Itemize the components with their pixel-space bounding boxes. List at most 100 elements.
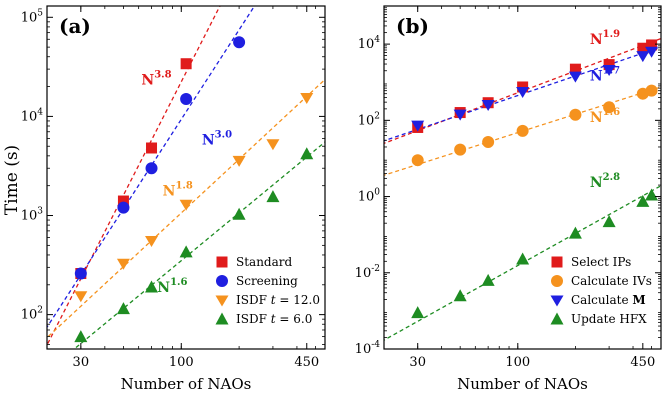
data-point xyxy=(179,245,193,258)
data-point xyxy=(116,258,130,270)
data-point xyxy=(74,291,88,303)
y-tick-label: 10-4 xyxy=(355,340,381,357)
panel-a: 30 100 450 102 103 104 105 Number of NAOs (a) N3.… xyxy=(21,5,326,393)
y-tick-label: 10-2 xyxy=(355,264,380,281)
legend-marker xyxy=(551,275,563,287)
legend-entry: Calculate IVs xyxy=(551,274,652,288)
x-tick-label: 100 xyxy=(169,355,194,370)
panel-label: (b) xyxy=(396,14,429,38)
y-tick-label: 103 xyxy=(21,207,44,224)
legend-label: Screening xyxy=(236,274,298,288)
data-point xyxy=(645,46,659,58)
data-point xyxy=(117,195,129,207)
y-tick-label: 104 xyxy=(358,35,381,52)
data-point xyxy=(180,92,193,105)
x-axis-label: Number of NAOs xyxy=(121,375,252,393)
y-tick-label: 105 xyxy=(21,8,44,25)
legend-marker xyxy=(216,275,228,287)
data-point xyxy=(145,280,159,293)
legend: Select IPs Calculate IVs Calculate M Update… xyxy=(550,255,652,326)
fit-line-3 xyxy=(384,184,661,341)
fit-line-1 xyxy=(384,86,661,176)
data-point xyxy=(482,136,495,149)
legend-label: Select IPs xyxy=(571,255,631,269)
exponent-annotation: N2.8 xyxy=(590,172,620,191)
legend-entry: Update HFX xyxy=(550,312,647,326)
data-point xyxy=(300,147,314,160)
plot-area xyxy=(384,37,661,341)
exponent-annotation: N3.0 xyxy=(202,130,232,149)
exponent-annotation: N1.6 xyxy=(157,277,187,296)
y-tick-label: 104 xyxy=(21,107,44,124)
data-point xyxy=(516,87,530,99)
x-tick-label: 30 xyxy=(73,355,90,370)
legend-label: Calculate IVs xyxy=(571,274,652,288)
plot-frame xyxy=(46,5,326,350)
data-point xyxy=(233,36,246,49)
data-point xyxy=(517,81,529,93)
fit-line-0 xyxy=(47,6,221,347)
data-point xyxy=(645,84,658,97)
panel-b: 30 100 450 10-4 10-2 100 102 104 Number of NAOs (… xyxy=(355,5,662,393)
data-point xyxy=(411,306,425,319)
data-point xyxy=(117,201,130,214)
x-axis-label: Number of NAOs xyxy=(457,375,588,393)
data-point xyxy=(603,101,616,114)
legend-entry: ISDF t = 6.0 xyxy=(215,312,312,326)
data-point xyxy=(232,207,246,220)
data-point xyxy=(411,154,424,167)
legend-label: Calculate M xyxy=(571,293,646,307)
data-point xyxy=(232,155,246,167)
exponent-annotation: N1.8 xyxy=(163,180,193,199)
legend-entry: Select IPs xyxy=(551,255,631,269)
legend-marker xyxy=(550,312,564,325)
panels: 30 100 450 102 103 104 105 Number of NAOs (a) N3.… xyxy=(21,5,662,393)
data-point xyxy=(180,58,192,70)
plot-frame xyxy=(383,5,662,350)
x-tick-label: 100 xyxy=(505,355,530,370)
data-point xyxy=(145,235,159,247)
legend-entry: Calculate M xyxy=(550,293,646,307)
data-point xyxy=(74,267,87,280)
data-point xyxy=(636,51,650,63)
data-point xyxy=(179,199,193,211)
data-point xyxy=(481,273,495,286)
legend-entry: Screening xyxy=(216,274,298,288)
data-point xyxy=(636,194,650,207)
data-point xyxy=(645,188,659,201)
x-tick-label: 450 xyxy=(294,355,319,370)
panel-label: (a) xyxy=(59,14,91,38)
data-point xyxy=(453,109,467,121)
fit-line-2 xyxy=(47,78,325,339)
legend-entry: ISDF t = 12.0 xyxy=(215,293,320,307)
x-tick-label: 30 xyxy=(409,355,426,370)
data-point xyxy=(602,215,616,228)
data-point xyxy=(646,39,658,51)
y-tick-label: 100 xyxy=(358,188,381,205)
data-point xyxy=(266,139,280,151)
data-point xyxy=(411,120,425,132)
data-point xyxy=(602,65,616,77)
legend-entry: Standard xyxy=(216,255,292,269)
data-point xyxy=(568,71,582,83)
data-point xyxy=(454,143,467,156)
data-point xyxy=(145,162,158,175)
y-tick-label: 102 xyxy=(21,306,43,323)
legend-marker xyxy=(551,256,563,268)
legend-label: ISDF t = 6.0 xyxy=(236,312,312,326)
legend-marker xyxy=(215,295,229,307)
y-tick-label: 102 xyxy=(358,111,380,128)
legend-marker xyxy=(216,256,228,268)
data-point xyxy=(74,330,88,343)
data-point xyxy=(146,142,158,154)
x-tick-label: 450 xyxy=(630,355,655,370)
legend-marker xyxy=(215,312,229,325)
legend-marker xyxy=(550,295,564,307)
data-point xyxy=(516,252,530,265)
fit-line-2 xyxy=(384,46,661,142)
legend-label: ISDF t = 12.0 xyxy=(236,293,320,307)
data-point xyxy=(453,289,467,302)
data-point xyxy=(300,93,314,105)
data-point xyxy=(516,124,529,137)
